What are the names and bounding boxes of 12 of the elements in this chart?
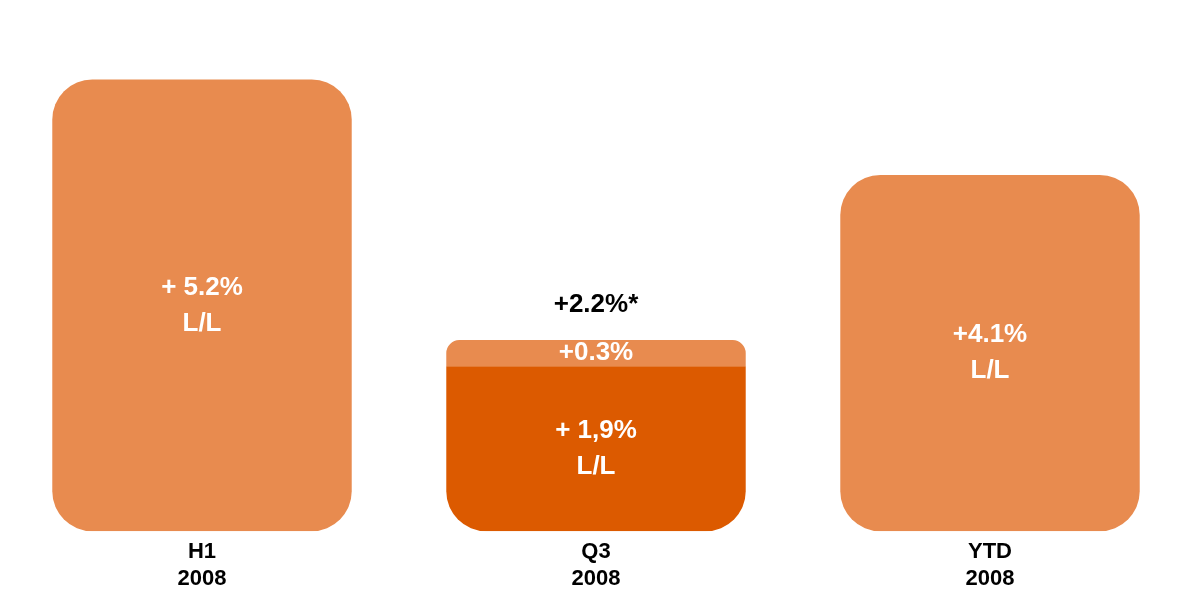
bar <box>446 340 746 367</box>
bar <box>840 175 1140 532</box>
bar <box>52 79 352 532</box>
bar <box>446 366 746 532</box>
data-label: +0.3% <box>558 336 634 367</box>
x-tick-label: YTD 2008 <box>965 538 1015 590</box>
data-label: + 1,9% L/L <box>555 413 637 480</box>
annotation: +2.2%* <box>553 288 640 319</box>
data-label: + 5.2% L/L <box>161 270 243 337</box>
x-tick-label: Q3 2008 <box>571 538 621 590</box>
data-label: +4.1% L/L <box>952 318 1028 385</box>
x-tick-label: H1 2008 <box>177 538 227 590</box>
